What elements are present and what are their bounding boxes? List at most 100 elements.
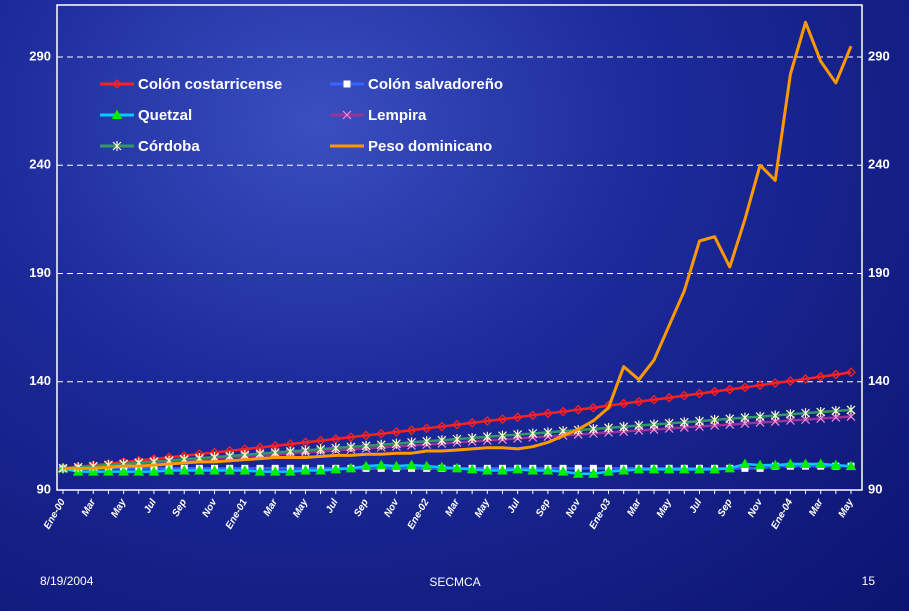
marker-star (710, 414, 720, 425)
marker-triangle (239, 464, 251, 475)
marker-triangle (694, 463, 705, 474)
marker-diamond (330, 433, 341, 444)
marker-star (695, 416, 704, 427)
marker-x (801, 415, 810, 425)
marker-square (343, 80, 351, 88)
marker-diamond (421, 423, 432, 434)
marker-diamond (452, 419, 462, 430)
marker-star (740, 412, 750, 423)
marker-triangle (572, 468, 584, 478)
x-tick-label: Sep (534, 497, 553, 518)
marker-diamond (361, 430, 371, 441)
marker-triangle (785, 458, 796, 469)
marker-star (498, 430, 507, 441)
x-tick-label: May (109, 497, 128, 520)
marker-star (725, 413, 735, 424)
x-tick-label: Mar (807, 496, 826, 518)
marker-triangle (254, 466, 266, 476)
marker-star (831, 405, 841, 416)
marker-star (816, 407, 826, 418)
marker-star (543, 427, 553, 438)
x-tick-label: Jul (688, 497, 705, 515)
marker-star (316, 444, 326, 455)
marker-triangle (345, 462, 357, 473)
marker-star (649, 419, 659, 430)
marker-diamond (755, 380, 765, 391)
marker-star (770, 410, 780, 421)
marker-triangle (845, 460, 857, 471)
marker-star (482, 431, 492, 442)
marker-star (679, 417, 689, 428)
marker-star (270, 447, 280, 458)
x-tick-label: Ene-02 (406, 497, 432, 531)
x-tick-label: May (655, 497, 674, 520)
x-tick-label: Jul (324, 497, 341, 515)
marker-star (452, 434, 462, 445)
marker-diamond (846, 367, 856, 378)
marker-triangle (133, 466, 145, 476)
x-tick-label: May (473, 497, 492, 520)
x-tick-label: Sep (352, 497, 371, 518)
marker-triangle (148, 466, 160, 476)
marker-triangle (103, 466, 114, 476)
x-tick-label: Mar (262, 496, 281, 518)
y-tick-label: 190 (29, 265, 51, 280)
marker-triangle (633, 463, 645, 474)
marker-diamond (588, 402, 599, 413)
marker-triangle (830, 459, 842, 470)
marker-diamond (709, 386, 720, 397)
marker-diamond (512, 412, 523, 423)
marker-triangle (678, 463, 690, 474)
marker-triangle (724, 462, 736, 473)
marker-triangle (300, 464, 311, 475)
marker-diamond (558, 406, 568, 417)
marker-diamond (527, 410, 538, 421)
marker-x (342, 110, 352, 120)
x-tick-label: Mar (443, 496, 462, 518)
marker-diamond (633, 396, 644, 407)
marker-star (846, 404, 856, 415)
y2-tick-label: 190 (868, 265, 890, 280)
marker-star (755, 411, 765, 422)
footer-date: 8/19/2004 (40, 574, 94, 588)
x-tick-label: Nov (564, 496, 584, 519)
marker-triangle (663, 463, 675, 474)
marker-triangle (194, 464, 205, 475)
marker-triangle (512, 463, 523, 474)
marker-triangle (739, 458, 751, 469)
marker-star (801, 408, 810, 419)
marker-triangle (269, 466, 281, 476)
x-tick-label: Ene-03 (587, 497, 613, 531)
marker-triangle (497, 464, 508, 475)
marker-triangle (209, 464, 220, 475)
marker-triangle (224, 464, 236, 475)
marker-triangle (451, 462, 463, 473)
marker-triangle (769, 459, 781, 470)
y-tick-label: 140 (29, 373, 51, 388)
marker-triangle (421, 460, 433, 471)
marker-triangle (391, 460, 402, 471)
legend-label: Quetzal (138, 107, 192, 124)
x-tick-label: Mar (625, 496, 644, 518)
marker-triangle (603, 466, 614, 476)
marker-triangle (648, 463, 660, 474)
marker-star (437, 435, 447, 446)
x-tick-label: Nov (200, 496, 220, 519)
marker-triangle (178, 464, 190, 475)
marker-diamond (391, 427, 402, 437)
marker-diamond (664, 392, 675, 403)
footer-page: 15 (862, 574, 876, 588)
marker-x (816, 414, 826, 423)
x-tick-label: Mar (80, 496, 99, 518)
marker-triangle (466, 463, 478, 474)
marker-diamond (376, 428, 387, 439)
marker-diamond (830, 369, 841, 380)
x-tick-label: Nov (746, 496, 766, 519)
marker-triangle (375, 459, 387, 470)
marker-star (112, 141, 122, 151)
y2-tick-label: 140 (868, 373, 890, 388)
x-tick-label: Ene-04 (769, 497, 795, 531)
marker-star (634, 420, 644, 431)
marker-diamond (482, 416, 493, 426)
legend-label: Colón costarricense (138, 76, 282, 93)
